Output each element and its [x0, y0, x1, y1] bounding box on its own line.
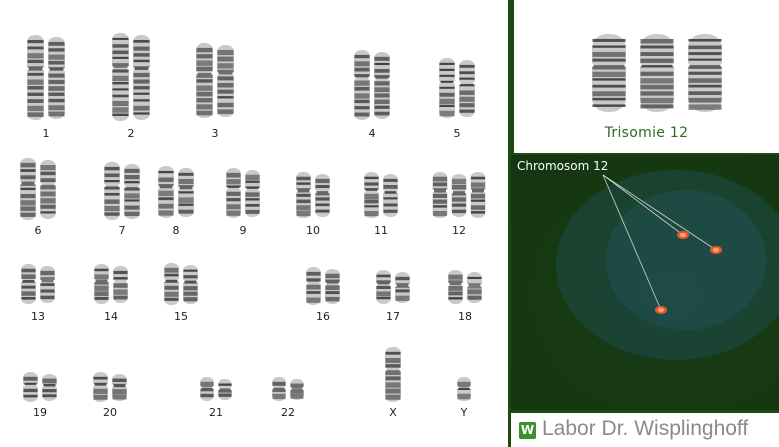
chromosome-chromatid [447, 270, 464, 304]
chromosome-chromatid [111, 374, 128, 401]
trisomy-12-image [591, 34, 723, 112]
chromosome-chromatid [271, 377, 287, 401]
chromosome-label: 6 [34, 224, 42, 237]
chromosome-chromatid [199, 377, 215, 401]
chromosome-chromatid [157, 166, 175, 218]
chromosome-chromatid [295, 172, 312, 218]
chromosome-label: 18 [458, 310, 472, 323]
chromosome-chromatid [225, 168, 242, 218]
chromosome-label: 4 [368, 127, 376, 140]
karyogram-image [19, 33, 486, 402]
chromosome-chromatid [217, 379, 233, 400]
chromosome-chromatid [163, 263, 180, 305]
chromosome-chromatid [363, 172, 380, 218]
chromosome-chromatid [687, 34, 723, 112]
chromosome-label: 16 [316, 310, 330, 323]
chromosome-label: 1 [42, 127, 50, 140]
pointer-line [602, 174, 717, 251]
chromosome-chromatid [305, 267, 322, 305]
chromosome-chromatid [123, 164, 141, 219]
chromosome-chromatid [639, 34, 675, 112]
chromosome-chromatid [26, 35, 45, 120]
chromosome-label: 15 [174, 310, 188, 323]
fish-image [556, 170, 779, 360]
chromosome-label: 3 [211, 127, 219, 140]
fish-label: Chromosom 12 [517, 159, 609, 173]
chromosome-chromatid [177, 168, 195, 217]
chromosome-chromatid [93, 264, 110, 304]
chromosome-chromatid [314, 174, 331, 217]
chromosome-chromatid [112, 266, 129, 303]
chromosome-label: 9 [239, 224, 247, 237]
chromosome-chromatid [92, 372, 109, 402]
chromosome-label: 19 [33, 406, 47, 419]
lab-logo-letter: W [520, 423, 535, 437]
chromosome-label: 7 [118, 224, 126, 237]
chromosome-label: 12 [452, 224, 466, 237]
chromosome-chromatid [432, 172, 448, 218]
chromosome-label: 5 [453, 127, 461, 140]
chromosome-label: 8 [172, 224, 180, 237]
lab-name: Labor Dr. Wisplinghoff [542, 417, 749, 440]
chromosome-chromatid [458, 60, 476, 117]
pointer-line [602, 174, 684, 236]
chromosome-chromatid [39, 266, 56, 303]
chromosome-chromatid [244, 170, 261, 217]
lab-logo-icon: W [519, 422, 536, 439]
chromosome-chromatid [373, 52, 391, 119]
cell-nucleus [556, 170, 779, 360]
chromosome-chromatid [182, 265, 199, 304]
chromosome-chromatid [394, 272, 411, 303]
chromosome-label: 2 [127, 127, 135, 140]
chromosome-label: 21 [209, 406, 223, 419]
chromosome-chromatid [132, 35, 151, 120]
chromosome-label: Y [460, 406, 468, 419]
chromosome-chromatid [324, 269, 341, 304]
chromosome-chromatid [22, 372, 39, 402]
chromosome-chromatid [111, 33, 130, 121]
chromosome-chromatid [384, 347, 402, 402]
chromosome-label: 22 [281, 406, 295, 419]
cell-nucleus-glow [606, 190, 766, 330]
chromosome-chromatid [375, 270, 392, 304]
fish-signal-core [658, 308, 664, 312]
karyogram-panel: 1 2 3 4 5 6 7 8 9 10 11 12 13 14 15 16 17 18 19 20 21 22 X Y [0, 0, 508, 447]
chromosome-chromatid [47, 37, 66, 119]
chromosome-label: 10 [306, 224, 320, 237]
chromosome-chromatid [353, 50, 371, 120]
chromosome-chromatid [39, 160, 57, 219]
chromosome-label: 13 [31, 310, 45, 323]
chromosome-label: 14 [104, 310, 118, 323]
chromosome-chromatid [438, 58, 456, 118]
chromosome-chromatid [41, 374, 58, 401]
trisomy-panel: Trisomie 12 [514, 0, 779, 153]
chromosome-label: 17 [386, 310, 400, 323]
chromosome-chromatid [20, 264, 37, 304]
chromosome-chromatid [19, 158, 37, 220]
chromosome-label: 20 [103, 406, 117, 419]
chromosome-chromatid [289, 379, 305, 400]
chromosome-label: X [389, 406, 397, 419]
chromosome-chromatid [456, 377, 472, 401]
chromosome-chromatid [470, 172, 486, 218]
chromosome-chromatid [382, 174, 399, 217]
chromosome-label: 11 [374, 224, 388, 237]
chromosome-chromatid [591, 34, 627, 112]
fish-signal-core [680, 233, 686, 237]
trisomy-caption: Trisomie 12 [604, 125, 689, 141]
chromosome-chromatid [195, 43, 214, 118]
chromosome-chromatid [216, 45, 235, 117]
footer: W Labor Dr. Wisplinghoff [511, 413, 779, 447]
pointer-line [602, 174, 662, 311]
chromosome-chromatid [451, 174, 467, 217]
chromosome-chromatid [466, 272, 483, 303]
chromosome-chromatid [103, 162, 121, 220]
fish-signal-core [713, 248, 719, 252]
fish-panel: Chromosom 12 [511, 155, 779, 410]
